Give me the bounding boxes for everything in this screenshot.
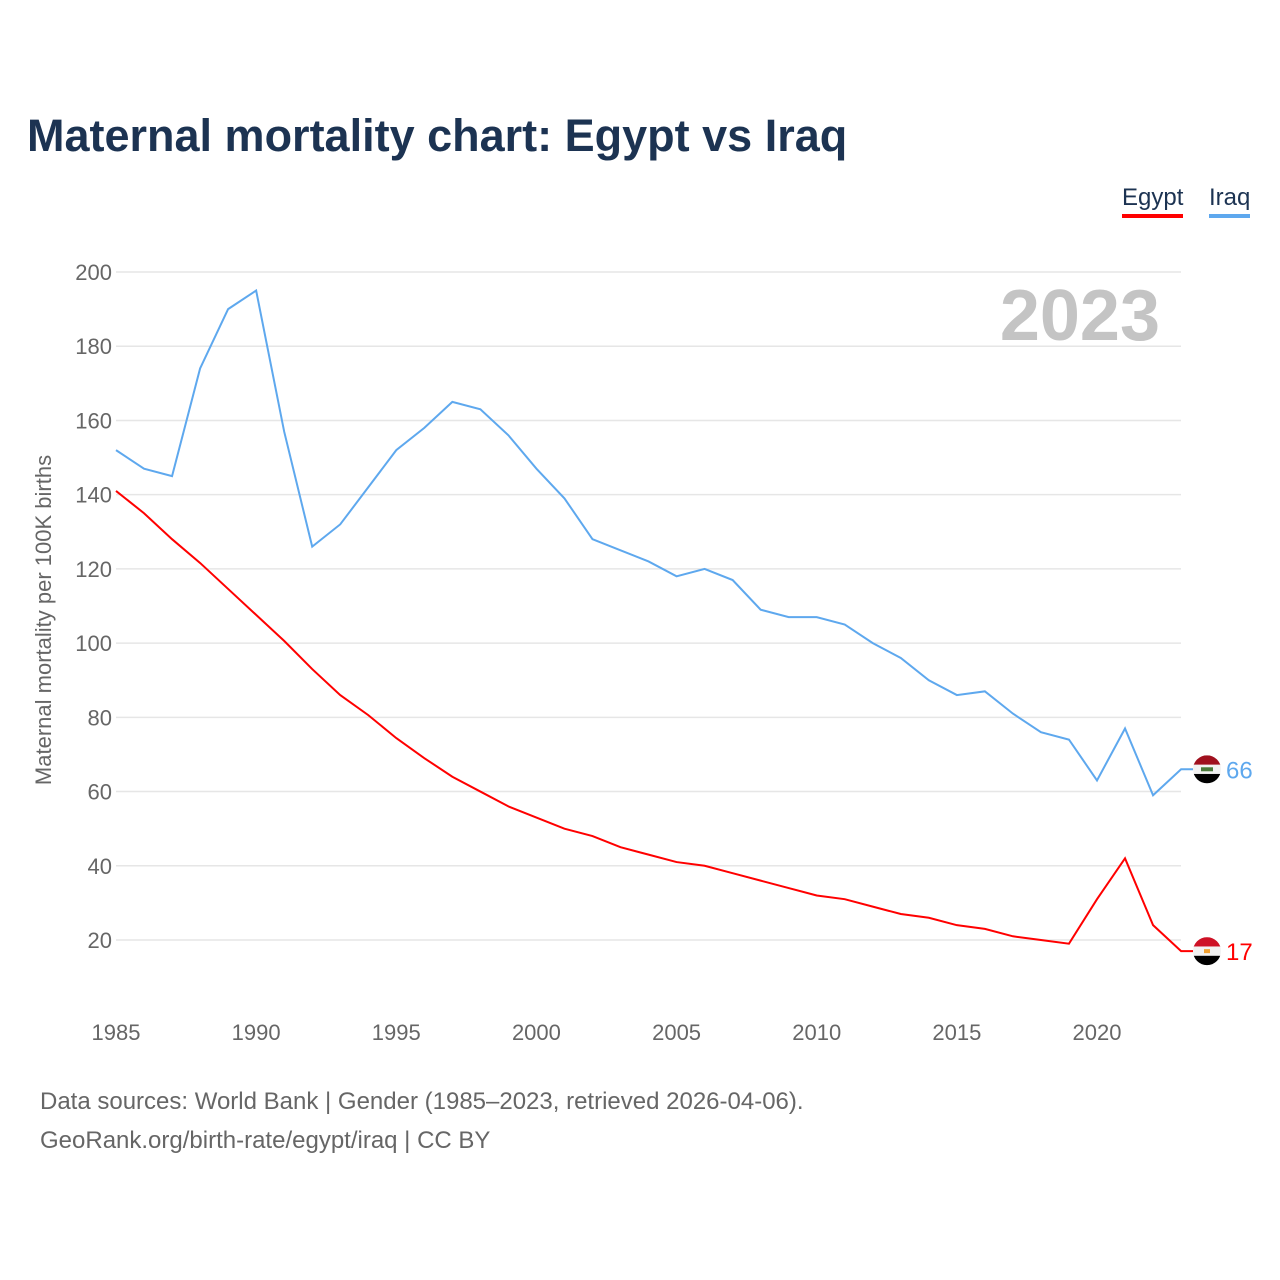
y-tick-label: 160 — [75, 408, 112, 433]
x-tick-label: 1995 — [372, 1020, 421, 1045]
x-tick-label: 2015 — [932, 1020, 981, 1045]
y-tick-label: 200 — [75, 260, 112, 285]
x-tick-label: 2010 — [792, 1020, 841, 1045]
x-tick-label: 2000 — [512, 1020, 561, 1045]
flag-iraq-icon — [1193, 755, 1221, 784]
y-tick-label: 100 — [75, 631, 112, 656]
year-watermark: 2023 — [1000, 276, 1160, 356]
x-tick-label: 1990 — [232, 1020, 281, 1045]
series-line-egypt — [115, 490, 1193, 953]
y-tick-label: 20 — [88, 928, 112, 953]
legend-egypt[interactable]: Egypt — [1122, 184, 1184, 218]
y-axis-label: Maternal mortality per 100K births — [31, 455, 56, 785]
y-tick-label: 80 — [88, 705, 112, 730]
y-tick-label: 140 — [75, 483, 112, 508]
legend-iraq[interactable]: Iraq — [1209, 184, 1251, 218]
x-tick-label: 2020 — [1073, 1020, 1122, 1045]
y-tick-label: 120 — [75, 557, 112, 582]
y-tick-label: 180 — [75, 334, 112, 359]
series-line-iraq — [115, 288, 1193, 797]
source-line: Data sources: World Bank | Gender (1985–… — [40, 1088, 804, 1115]
x-tick-label: 1985 — [92, 1020, 141, 1045]
y-tick-label: 60 — [88, 780, 112, 805]
x-tick-label: 2005 — [652, 1020, 701, 1045]
chart-title: Maternal mortality chart: Egypt vs Iraq — [27, 110, 848, 161]
attribution-line[interactable]: GeoRank.org/birth-rate/egypt/iraq | CC B… — [40, 1127, 491, 1154]
flag-egypt-icon — [1193, 937, 1221, 966]
end-value-label-iraq: 66 — [1226, 757, 1253, 784]
y-tick-label: 40 — [88, 854, 112, 879]
end-value-label-egypt: 17 — [1226, 939, 1253, 966]
